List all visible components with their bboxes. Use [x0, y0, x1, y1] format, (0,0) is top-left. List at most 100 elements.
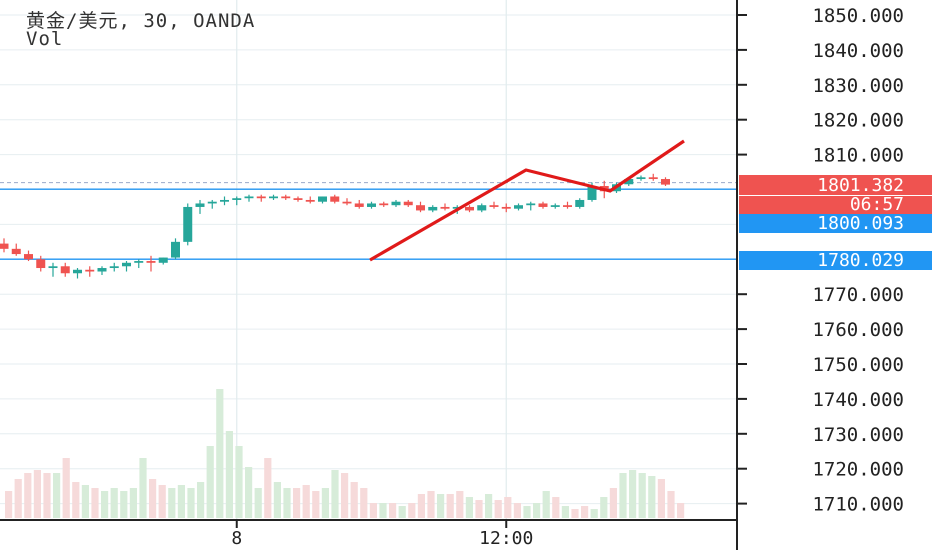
trend-drawing[interactable] — [369, 139, 685, 262]
volume-bar — [177, 485, 185, 518]
candle-body — [48, 266, 58, 269]
candle-body — [403, 201, 413, 206]
volume-bar — [552, 497, 560, 518]
volume-legend: Vol — [26, 28, 64, 50]
volume-bar — [197, 482, 205, 518]
candle-body — [134, 261, 144, 263]
candle-body — [575, 199, 585, 207]
volume-bar — [600, 497, 608, 518]
candle-body — [60, 266, 70, 274]
volume-bar — [456, 491, 464, 518]
volume-bar — [609, 488, 617, 518]
price-tick-label: 1850.000 — [812, 5, 904, 27]
volume-bar — [331, 470, 339, 518]
candle-body — [232, 198, 242, 200]
volume-bar — [504, 497, 512, 518]
price-tick-label: 1770.000 — [812, 284, 904, 306]
candle-body — [305, 199, 315, 202]
symbol-legend: 黄金/美元, 30, OANDA — [26, 10, 256, 32]
volume-bar — [216, 389, 224, 518]
volume-bar — [667, 491, 675, 518]
horizontal-line-box — [739, 214, 932, 233]
volume-bar — [408, 503, 416, 518]
volume-bar — [302, 485, 310, 518]
volume-bar — [619, 473, 627, 518]
candle-body — [207, 201, 217, 204]
volume-bar — [494, 500, 502, 518]
volume-bar — [417, 494, 425, 518]
volume-bar — [427, 491, 435, 518]
price-tick-label: 1740.000 — [812, 389, 904, 411]
candle-body — [636, 177, 646, 180]
candle-body — [354, 203, 364, 207]
volume-bar — [571, 509, 579, 518]
volume-bar — [235, 446, 243, 518]
candle-body — [146, 261, 156, 263]
volume-bar — [158, 485, 166, 518]
candle-body — [428, 206, 438, 211]
volume-bar — [101, 491, 109, 518]
candle-body — [293, 198, 303, 200]
candle-body — [109, 266, 119, 269]
volume-bar — [437, 494, 445, 518]
volume-bar — [245, 467, 253, 518]
volume-bar — [590, 509, 598, 518]
candle-body — [342, 201, 352, 204]
candle-body — [158, 257, 168, 263]
candle-body — [514, 205, 523, 209]
volume-bar — [206, 446, 214, 518]
volume-bar — [43, 473, 51, 518]
candle-body — [122, 262, 131, 267]
price-tick-label: 1710.000 — [812, 494, 904, 516]
volume-bar — [533, 503, 541, 518]
candle-body — [538, 203, 548, 207]
volume-series — [5, 389, 685, 518]
volume-bar — [523, 506, 531, 518]
candle-body — [73, 269, 82, 274]
candle-body — [501, 206, 511, 209]
volume-bar — [225, 431, 233, 518]
candle-body — [367, 203, 376, 207]
candle-body — [256, 196, 266, 199]
candle-body — [36, 259, 46, 269]
countdown-box — [739, 196, 932, 214]
horizontal-line-box — [739, 251, 932, 270]
price-tick-label: 1760.000 — [812, 319, 904, 341]
volume-bar — [187, 488, 195, 518]
volume-bar — [254, 488, 262, 518]
price-tick-label: 1840.000 — [812, 40, 904, 62]
candle-body — [416, 205, 425, 211]
candle-body — [11, 248, 21, 255]
volume-bar — [542, 491, 550, 518]
candle-body — [85, 269, 95, 272]
candle-body — [661, 179, 670, 185]
horizontal-line-label: 1800.093 — [817, 213, 904, 234]
candle-body — [477, 205, 487, 211]
volume-bar — [14, 479, 22, 518]
volume-bar — [283, 488, 291, 518]
candle-body — [648, 177, 658, 180]
volume-bar — [485, 494, 493, 518]
volume-bar — [677, 503, 685, 518]
candle-body — [391, 201, 401, 206]
volume-bar — [91, 488, 99, 518]
volume-bar — [398, 506, 406, 518]
price-axis[interactable]: 1850.000 1840.000 1830.000 1820.000 1810.000… — [736, 0, 904, 550]
time-axis[interactable]: 8 12:00 — [0, 519, 737, 549]
candle-body — [0, 243, 9, 249]
price-tick-label: 1730.000 — [812, 424, 904, 446]
volume-bar — [350, 482, 358, 518]
last-price-label: 1801.382 — [817, 175, 904, 196]
volume-bar — [312, 491, 320, 518]
candle-body — [171, 241, 180, 258]
candle-body — [281, 196, 291, 199]
candle-body — [550, 205, 560, 207]
time-tick-label: 8 — [231, 528, 242, 549]
candle-body — [220, 199, 229, 202]
candle-body — [624, 179, 634, 185]
horizontal-lines — [0, 182, 737, 260]
price-tick-label: 1720.000 — [812, 459, 904, 481]
volume-bar — [72, 482, 80, 518]
